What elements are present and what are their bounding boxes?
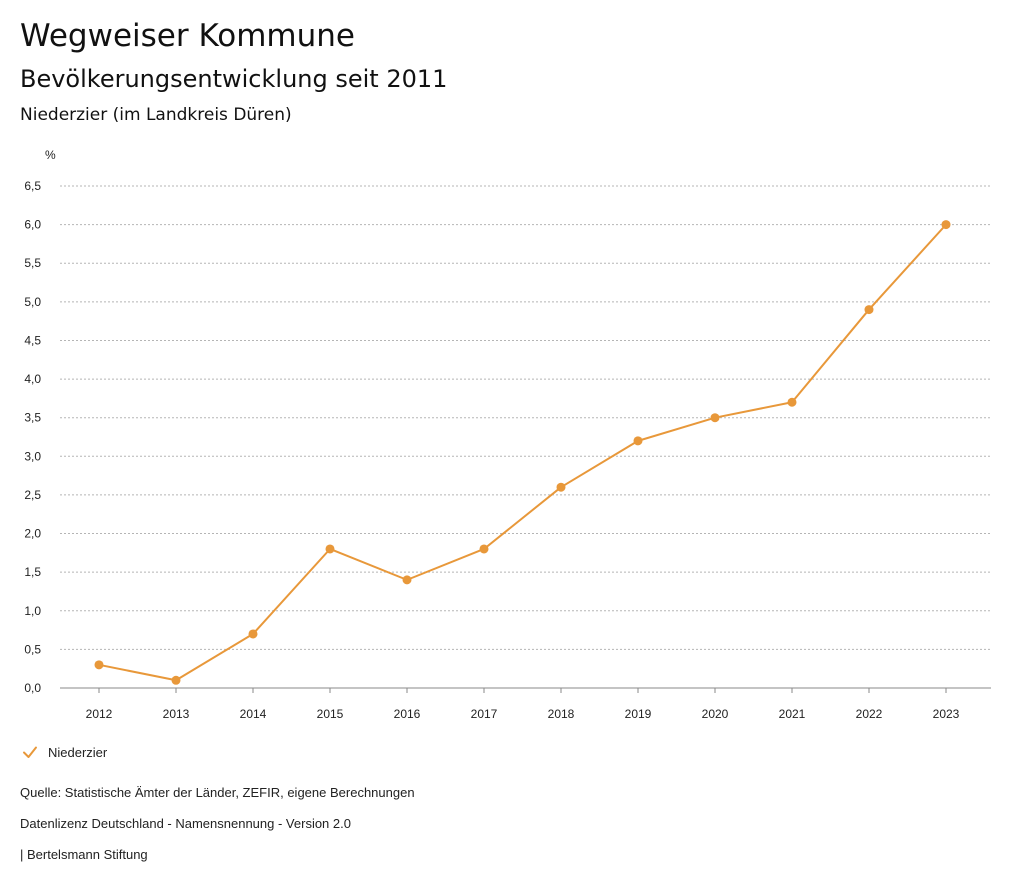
y-tick-label: 1,0 [24, 604, 41, 618]
y-axis-label: % [45, 148, 56, 162]
y-tick-label: 0,0 [24, 681, 41, 695]
data-point [864, 305, 874, 315]
data-point [710, 413, 720, 423]
y-tick-label: 6,5 [24, 179, 41, 193]
line-chart: % 0,0 0,5 1,0 1,5 2,0 2,5 3,0 3,5 4,0 4,5 5,0 5,5 6,0… [24, 148, 991, 721]
series-line [98, 223, 947, 682]
x-tick-label: 2017 [471, 707, 498, 721]
y-tick-label: 2,5 [24, 488, 41, 502]
publisher-note: | Bertelsmann Stiftung [20, 847, 148, 862]
legend[interactable]: Niederzier [20, 742, 107, 762]
region-label: Niederzier (im Landkreis Düren) [20, 105, 292, 125]
x-tick-label: 2015 [317, 707, 344, 721]
y-tick-label: 3,0 [24, 449, 41, 463]
data-point [941, 220, 951, 230]
x-tick-label: 2020 [702, 707, 729, 721]
data-point [787, 397, 797, 407]
data-point [556, 482, 566, 492]
data-point [402, 575, 412, 585]
y-tick-label: 5,5 [24, 256, 41, 270]
y-tick-label: 5,0 [24, 295, 41, 309]
y-tick-label: 1,5 [24, 565, 41, 579]
x-tick-label: 2022 [856, 707, 883, 721]
data-point [479, 544, 489, 554]
data-point [633, 436, 643, 446]
data-point [94, 660, 104, 670]
x-tick-label: 2018 [548, 707, 575, 721]
y-tick-label: 6,0 [24, 218, 41, 232]
y-tick-label: 2,0 [24, 527, 41, 541]
x-tick-label: 2016 [394, 707, 421, 721]
x-tick-label: 2014 [240, 707, 267, 721]
x-tick-label: 2012 [86, 707, 113, 721]
checkmark-icon [23, 746, 37, 758]
chart-title: Wegweiser Kommune [20, 18, 355, 54]
y-tick-label: 4,0 [24, 372, 41, 386]
x-tick-label: 2019 [625, 707, 652, 721]
data-point [248, 629, 258, 639]
chart-subtitle: Bevölkerungsentwicklung seit 2011 [20, 65, 448, 93]
x-tick-label: 2023 [933, 707, 960, 721]
y-tick-label: 0,5 [24, 642, 41, 656]
legend-label: Niederzier [48, 744, 108, 760]
y-tick-label: 3,5 [24, 411, 41, 425]
x-tick-label: 2013 [163, 707, 190, 721]
data-point [171, 675, 181, 685]
license-note: Datenlizenz Deutschland - Namensnennung … [20, 816, 351, 831]
data-point [325, 544, 335, 554]
y-tick-label: 4,5 [24, 333, 41, 347]
x-tick-label: 2021 [779, 707, 806, 721]
source-note: Quelle: Statistische Ämter der Länder, Z… [20, 785, 415, 800]
